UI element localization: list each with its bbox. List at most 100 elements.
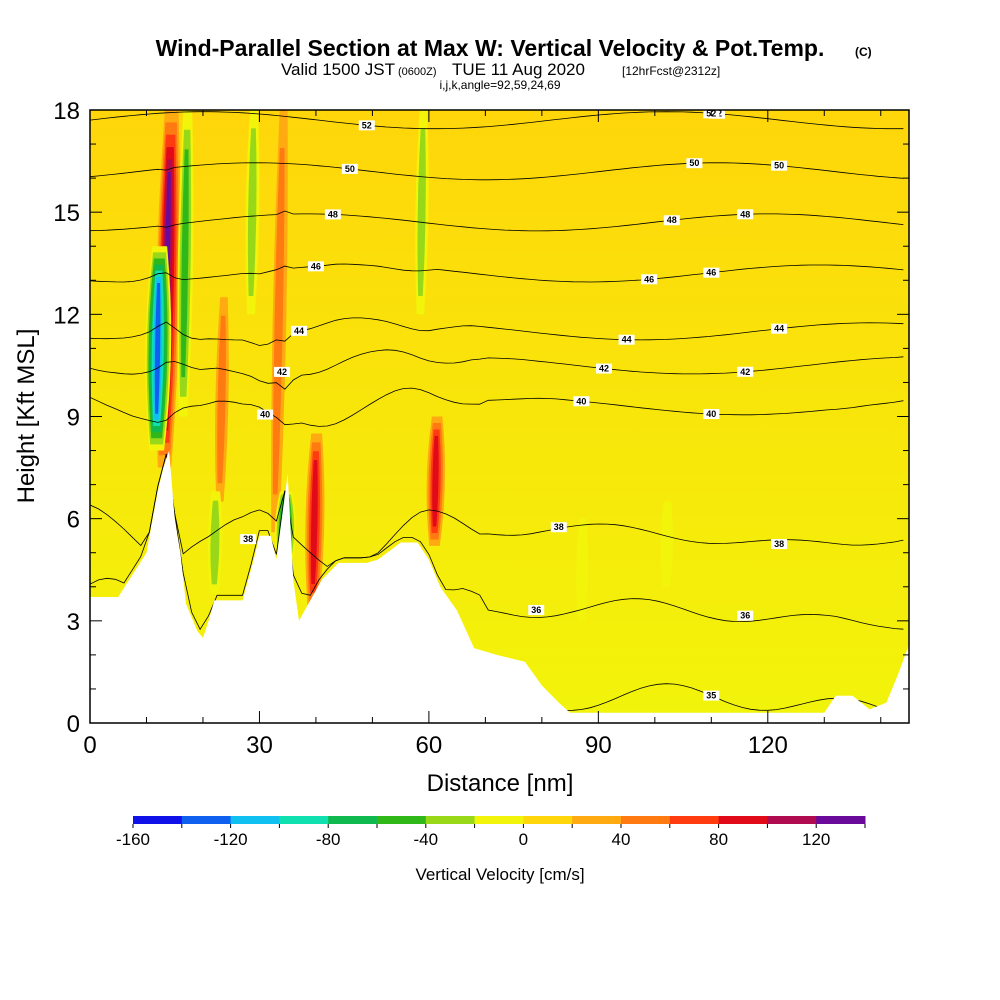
theta-label-bg-50-1 [686,158,703,169]
updraft-core-1-band-3 [310,460,318,585]
colorbar-swatch-5 [377,816,427,824]
theta-label-40-2: 40 [706,409,716,419]
x-tick-label-30: 30 [246,732,273,759]
colorbar-swatch-14 [816,816,866,824]
colorbar-swatch-1 [181,816,232,824]
y-tick-label-3: 3 [67,609,80,636]
theta-label-bg-42-0 [274,366,291,377]
updraft-core-3-band-1 [272,148,285,495]
subtitle-date: TUE 11 Aug 2020 [452,60,585,79]
colorbar-tick-label--160: -160 [116,830,150,849]
theta-contour-labels: 35 36 36 38 38 38 40 40 40 42 42 42 44 44 44 46 46 46 48 48… [240,110,788,701]
theta-label-46-2: 46 [706,268,716,278]
x-axis-ticks: 0 30 60 90 120 [83,110,882,759]
colorbar-tick-label-80: 80 [709,830,728,849]
colorbar-swatch-4 [328,816,378,824]
x-tick-label-0: 0 [83,732,96,759]
colorbar: -160 -120 -80 -40 0 40 80 120 [116,816,866,849]
theta-label-bg-35-2 [703,690,720,701]
downdraft-core-6-band-0 [660,501,674,587]
colorbar-swatch-3 [279,816,329,824]
y-tick-label-0: 0 [67,711,80,738]
theta-label-46-1: 46 [644,274,654,284]
theta-label-bg-48-2 [737,209,754,220]
theta-label-38-1: 38 [554,522,564,532]
colorbar-swatch-12 [718,816,768,824]
chart-title: Wind-Parallel Section at Max W: Vertical… [156,35,825,61]
downdraft-core-5-band-1 [417,128,426,296]
theta-label-bg-46-0 [307,261,324,272]
subtitle-valid: Valid 1500 JST [281,60,395,79]
updraft-core-4-band-1 [217,315,226,484]
theta-label-48-2: 48 [740,209,750,219]
theta-label-42-0: 42 [277,367,287,377]
theta-label-bg-46-1 [641,274,658,285]
x-tick-label-90: 90 [585,732,612,759]
theta-label-44-0: 44 [294,326,304,336]
plot-area: 35 36 36 38 38 38 40 40 40 42 42 42 44 44 44 46 46 46 48 48… [90,110,909,723]
downdraft-core-4-band-1 [247,128,257,296]
y-tick-label-6: 6 [67,507,80,534]
velocity-field [145,110,674,621]
theta-contour-40 [90,387,904,427]
theta-label-42-2: 42 [740,367,750,377]
downdraft-core-3-band-1 [210,500,220,585]
theta-contour-36 [90,453,904,631]
theta-label-44-1: 44 [622,335,632,345]
theta-label-bg-38-1 [550,522,567,533]
colorbar-swatch-6 [425,816,476,824]
theta-label-bg-42-2 [737,366,754,377]
theta-label-bg-42-1 [595,363,612,374]
theta-label-40-0: 40 [260,410,270,420]
theta-label-bg-44-2 [771,323,788,334]
theta-label-38-2: 38 [774,539,784,549]
theta-label-36-1: 36 [531,605,541,615]
colorbar-swatch-13 [767,816,817,824]
colorbar-swatch-9 [572,816,622,824]
subtitle-zulu: (0600Z) [398,66,437,78]
theta-label-50-2: 50 [774,161,784,171]
x-tick-label-120: 120 [748,732,788,759]
theta-contour-44 [90,317,904,346]
terrain-mask [90,450,909,723]
x-tick-label-60: 60 [416,732,443,759]
colorbar-tick-label--120: -120 [214,830,248,849]
downdraft-core-7-band-0 [576,518,589,621]
theta-label-52-0: 52 [362,120,372,130]
colorbar-tick-label--40: -40 [414,830,439,849]
theta-label-bg-48-0 [324,209,341,220]
colorbar-tick-label-0: 0 [519,830,528,849]
downdraft-core-2-band-2 [181,149,189,378]
theta-label-bg-38-2 [771,539,788,550]
theta-contour-50 [90,162,904,181]
theta-label-38-0: 38 [243,534,253,544]
theta-contour-46 [90,263,904,283]
theta-label-50-1: 50 [689,158,699,168]
subtitle-forecast: [12hrFcst@2312z] [622,64,720,78]
theta-label-bg-44-0 [290,325,307,336]
colorbar-tick-label-120: 120 [802,830,830,849]
theta-label-36-2: 36 [740,611,750,621]
colorbar-label: Vertical Velocity [cm/s] [415,865,584,884]
y-tick-label-18: 18 [53,98,80,125]
theta-label-50-0: 50 [345,164,355,174]
theta-label-bg-36-1 [528,604,545,615]
theta-contour-42 [90,349,904,390]
y-axis-label: Height [Kft MSL] [13,329,40,504]
theta-label-44-2: 44 [774,324,784,334]
x-axis-label: Distance [nm] [427,770,574,797]
y-tick-label-12: 12 [53,302,80,329]
theta-label-bg-50-2 [771,160,788,171]
theta-label-40-1: 40 [576,396,586,406]
theta-label-bg-40-1 [573,396,590,407]
theta-label-42-1: 42 [599,364,609,374]
colorbar-swatch-10 [621,816,671,824]
theta-label-bg-52-0 [358,120,375,131]
title-badge: (C) [855,45,872,59]
theta-label-35-2: 35 [706,691,716,701]
colorbar-tick-label--80: -80 [316,830,341,849]
theta-label-bg-36-2 [737,610,754,621]
y-tick-label-15: 15 [53,200,80,227]
